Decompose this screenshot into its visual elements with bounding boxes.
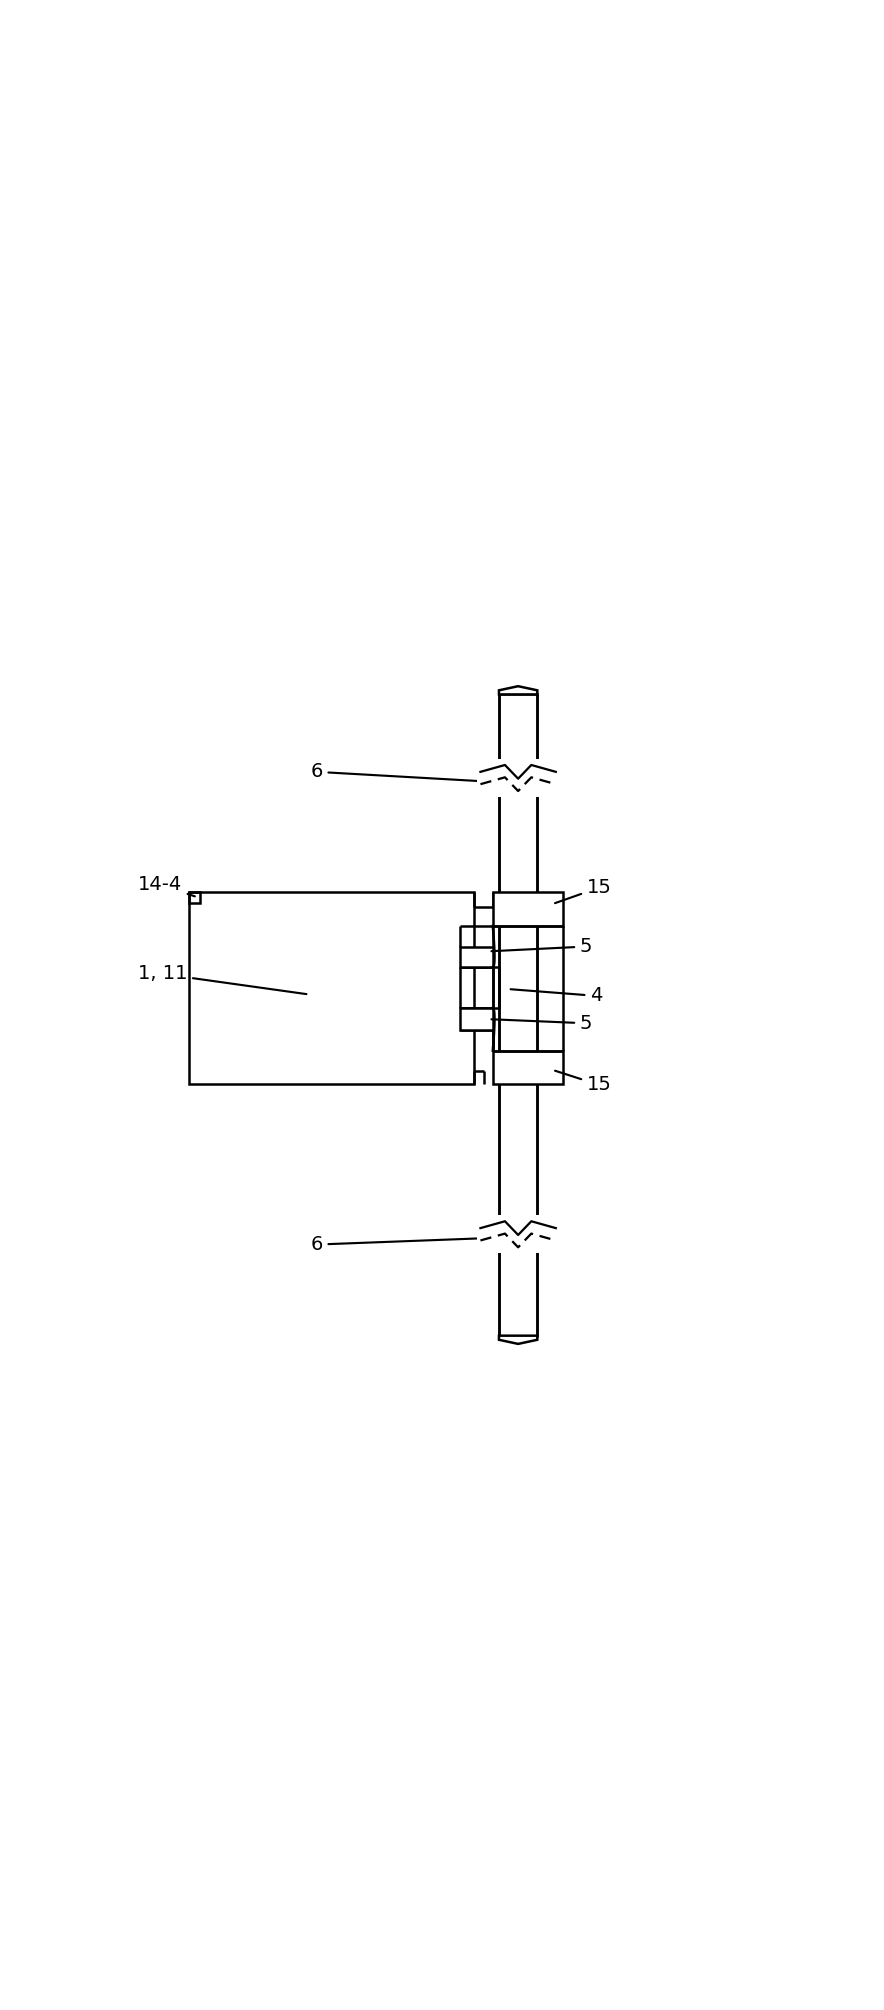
Bar — [492, 1051, 563, 1083]
Bar — [499, 693, 537, 1337]
Text: 14-4: 14-4 — [138, 876, 194, 896]
Bar — [189, 892, 474, 1083]
Bar — [477, 1216, 560, 1254]
Bar — [460, 947, 492, 967]
Text: 6: 6 — [310, 762, 495, 782]
Text: 5: 5 — [492, 937, 592, 957]
Bar — [189, 892, 201, 902]
Bar — [477, 760, 560, 798]
Bar — [492, 892, 563, 927]
Polygon shape — [499, 1337, 537, 1345]
Bar — [460, 1009, 492, 1029]
Text: 4: 4 — [511, 987, 602, 1005]
Text: 6: 6 — [310, 1234, 495, 1254]
Text: 15: 15 — [555, 878, 612, 902]
Text: 15: 15 — [555, 1071, 612, 1093]
Text: 1, 11: 1, 11 — [138, 965, 307, 995]
Polygon shape — [499, 685, 537, 693]
Text: 5: 5 — [492, 1013, 592, 1033]
